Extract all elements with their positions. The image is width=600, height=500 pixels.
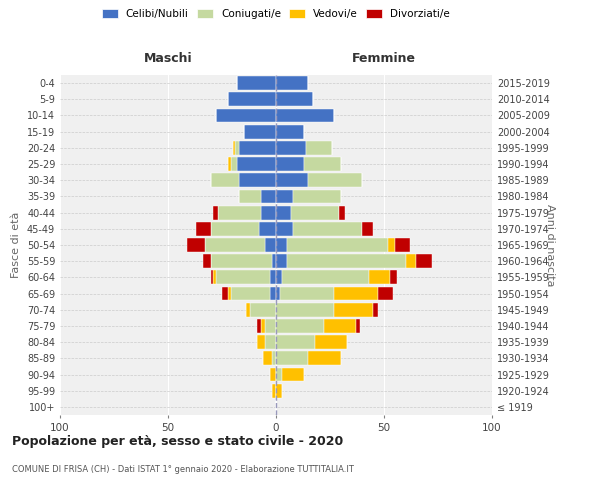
Bar — [293, 222, 362, 235]
Y-axis label: Fasce di età: Fasce di età — [11, 212, 21, 278]
Bar — [276, 108, 334, 122]
Bar — [215, 270, 269, 284]
Bar — [334, 286, 377, 300]
Bar — [218, 206, 261, 220]
Bar — [276, 238, 287, 252]
Bar — [230, 286, 269, 300]
Bar — [237, 76, 276, 90]
Bar — [416, 254, 431, 268]
Bar — [272, 384, 276, 398]
Bar — [338, 206, 345, 220]
Bar — [276, 368, 283, 382]
Bar — [269, 270, 276, 284]
Bar — [239, 190, 261, 203]
Bar — [205, 238, 265, 252]
Bar — [308, 174, 362, 187]
Bar — [250, 303, 276, 316]
Bar — [237, 157, 276, 171]
Bar — [323, 319, 356, 333]
Bar — [261, 319, 265, 333]
Bar — [304, 157, 341, 171]
Bar — [276, 352, 308, 365]
Bar — [388, 238, 395, 252]
Bar — [406, 254, 416, 268]
Bar — [334, 303, 373, 316]
Text: Maschi: Maschi — [143, 52, 193, 65]
Bar — [362, 222, 373, 235]
Bar — [257, 336, 265, 349]
Bar — [246, 303, 250, 316]
Bar — [291, 206, 338, 220]
Bar — [239, 141, 276, 154]
Bar — [280, 286, 334, 300]
Bar — [265, 336, 276, 349]
Bar — [239, 174, 276, 187]
Bar — [244, 125, 276, 138]
Bar — [276, 319, 323, 333]
Bar — [391, 270, 397, 284]
Bar — [214, 270, 215, 284]
Bar — [257, 319, 261, 333]
Bar — [215, 108, 276, 122]
Bar — [276, 384, 283, 398]
Bar — [203, 254, 211, 268]
Y-axis label: Anni di nascita: Anni di nascita — [545, 204, 555, 286]
Bar — [187, 238, 205, 252]
Bar — [265, 319, 276, 333]
Bar — [196, 222, 211, 235]
Bar — [229, 157, 230, 171]
Bar — [276, 254, 287, 268]
Bar — [272, 352, 276, 365]
Bar — [276, 190, 293, 203]
Bar — [265, 238, 276, 252]
Bar — [261, 190, 276, 203]
Bar — [377, 286, 392, 300]
Text: COMUNE DI FRISA (CH) - Dati ISTAT 1° gennaio 2020 - Elaborazione TUTTITALIA.IT: COMUNE DI FRISA (CH) - Dati ISTAT 1° gen… — [12, 465, 354, 474]
Bar — [272, 254, 276, 268]
Bar — [230, 157, 237, 171]
Bar — [211, 254, 272, 268]
Bar — [211, 222, 259, 235]
Bar — [315, 336, 347, 349]
Bar — [222, 286, 229, 300]
Bar — [235, 141, 239, 154]
Bar — [276, 206, 291, 220]
Bar — [269, 286, 276, 300]
Bar — [283, 368, 304, 382]
Bar — [276, 222, 293, 235]
Bar — [283, 270, 369, 284]
Bar — [276, 141, 306, 154]
Legend: Celibi/Nubili, Coniugati/e, Vedovi/e, Divorziati/e: Celibi/Nubili, Coniugati/e, Vedovi/e, Di… — [98, 5, 454, 24]
Bar — [269, 368, 276, 382]
Bar — [276, 92, 313, 106]
Bar — [229, 286, 230, 300]
Bar — [263, 352, 272, 365]
Text: Popolazione per età, sesso e stato civile - 2020: Popolazione per età, sesso e stato civil… — [12, 435, 343, 448]
Bar — [211, 270, 214, 284]
Bar — [373, 303, 377, 316]
Bar — [259, 222, 276, 235]
Bar — [287, 238, 388, 252]
Bar — [287, 254, 406, 268]
Bar — [276, 76, 308, 90]
Bar — [211, 174, 239, 187]
Bar — [276, 174, 308, 187]
Bar — [276, 125, 304, 138]
Bar — [261, 206, 276, 220]
Bar — [229, 92, 276, 106]
Bar — [356, 319, 360, 333]
Text: Femmine: Femmine — [352, 52, 416, 65]
Bar — [276, 286, 280, 300]
Bar — [276, 303, 334, 316]
Bar — [276, 270, 283, 284]
Bar — [233, 141, 235, 154]
Bar — [276, 336, 315, 349]
Bar — [308, 352, 341, 365]
Bar — [395, 238, 410, 252]
Bar — [276, 157, 304, 171]
Bar — [214, 206, 218, 220]
Bar — [369, 270, 391, 284]
Bar — [293, 190, 341, 203]
Bar — [306, 141, 332, 154]
